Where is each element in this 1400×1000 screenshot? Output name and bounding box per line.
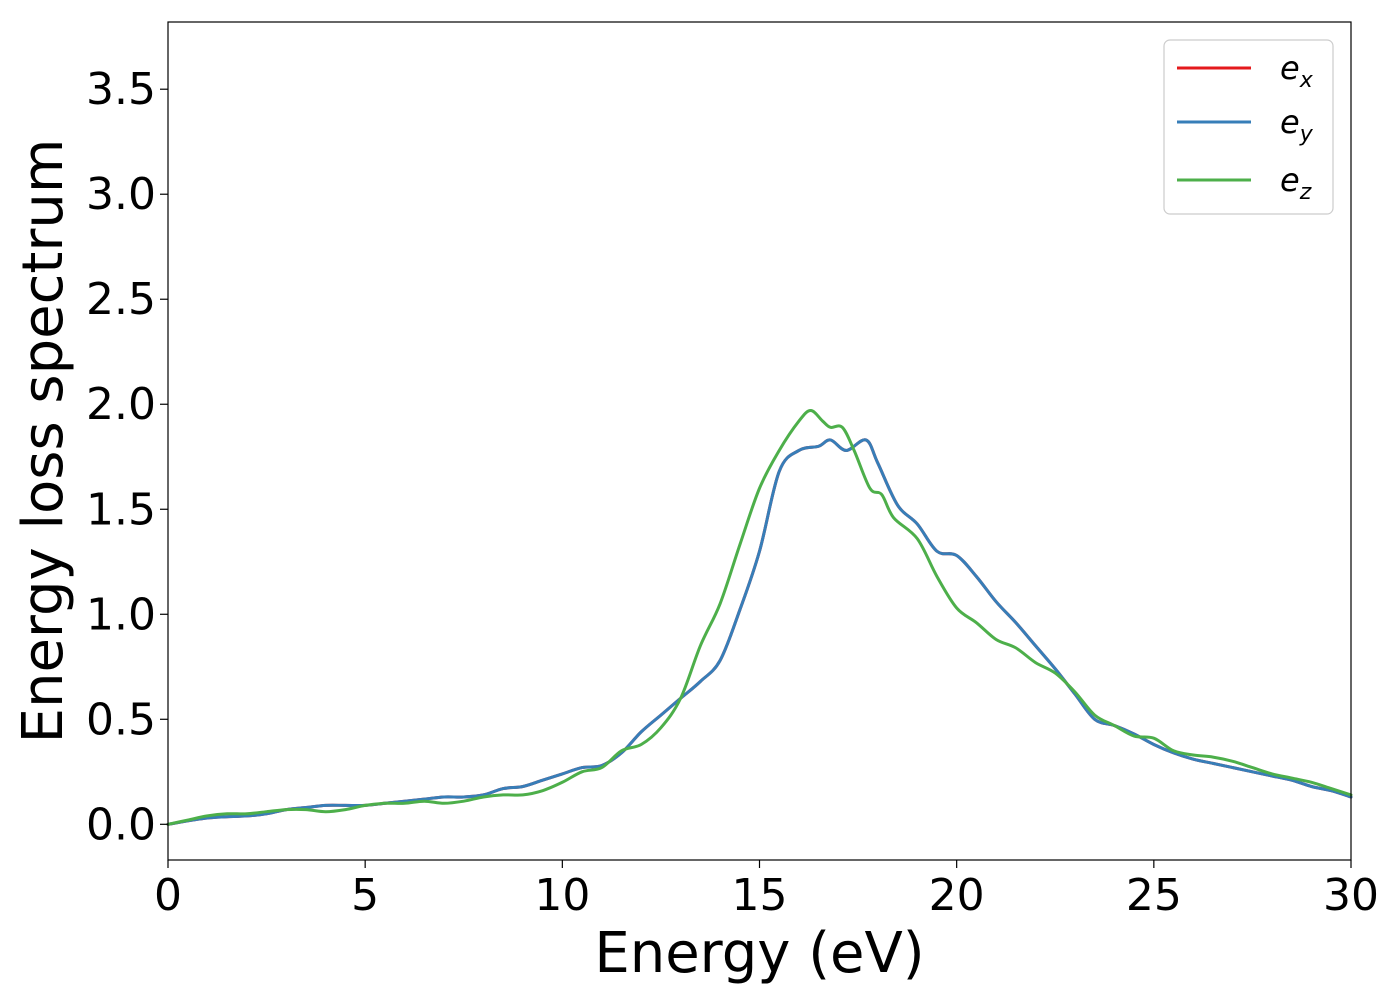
y-tick-label: 1.0 [86, 589, 156, 640]
legend-label-ex: ex [1280, 49, 1314, 93]
x-tick-label: 25 [1126, 870, 1182, 921]
legend-label-ey: ey [1280, 103, 1314, 147]
y-tick-label: 0.5 [86, 694, 156, 745]
y-axis: 0.0 0.5 1.0 1.5 2.0 2.5 3.0 3.5 [86, 64, 168, 850]
series-line-ez [166, 409, 1353, 826]
y-tick-label: 3.5 [86, 64, 156, 115]
y-tick-label: 0.0 [86, 799, 156, 850]
legend-box [1163, 39, 1334, 215]
series-layer [166, 409, 1353, 826]
x-tick-label: 20 [929, 870, 985, 921]
legend-label-ez: ez [1280, 161, 1312, 205]
series-line-ey [166, 438, 1353, 826]
y-tick-label: 3.0 [86, 169, 156, 220]
x-tick-label: 10 [534, 870, 590, 921]
x-tick-label: 0 [154, 870, 182, 921]
y-tick-label: 1.5 [86, 484, 156, 535]
y-tick-label: 2.5 [86, 274, 156, 325]
x-tick-label: 5 [351, 870, 379, 921]
x-tick-label: 15 [732, 870, 788, 921]
x-tick-label: 30 [1323, 870, 1379, 921]
y-tick-label: 2.0 [86, 379, 156, 430]
legend: ex ey ez [1163, 39, 1334, 215]
x-axis-title: Energy (eV) [594, 921, 924, 986]
legend-items: ex ey ez [1177, 49, 1314, 205]
x-axis: 0 5 10 15 20 25 30 [154, 860, 1379, 921]
y-axis-title: Energy loss spectrum [11, 139, 76, 744]
